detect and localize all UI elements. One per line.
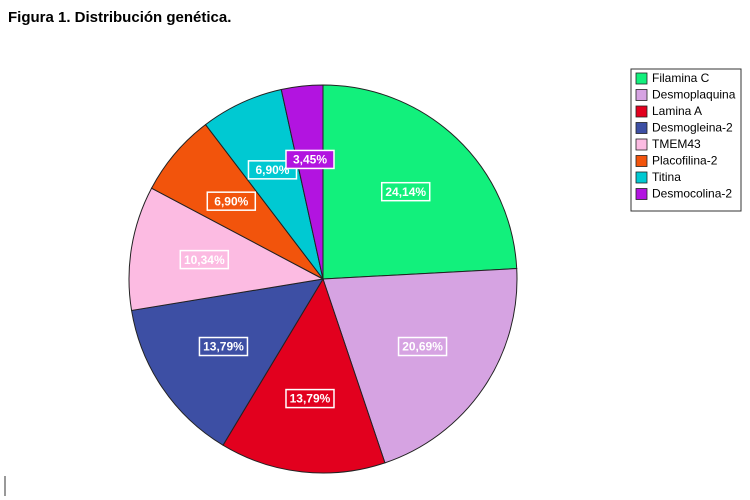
value-label-box xyxy=(206,191,257,211)
value-label: 20,69% xyxy=(402,340,443,354)
legend-label: Desmocolina-2 xyxy=(652,187,732,201)
value-label-box xyxy=(285,388,335,409)
legend-label: Desmoplaquina xyxy=(652,88,736,102)
legend-label: Placofilina-2 xyxy=(652,154,718,168)
value-label: 6,90% xyxy=(255,163,289,177)
value-label: 13,79% xyxy=(290,392,331,406)
pie-slice xyxy=(222,277,386,474)
pie-slice xyxy=(128,187,325,312)
legend-label: Desmogleina-2 xyxy=(652,121,733,135)
value-label: 24,14% xyxy=(385,185,426,199)
chart-title: Figura 1. Distribución genética. xyxy=(8,9,231,26)
legend-swatch xyxy=(635,105,648,118)
value-label-box xyxy=(380,181,431,202)
value-label-box xyxy=(247,160,298,180)
legend-swatch xyxy=(635,155,648,167)
legend-label: TMEM43 xyxy=(652,137,701,151)
legend-swatch xyxy=(635,72,648,85)
legend-swatch xyxy=(635,138,648,151)
legend-label: Filamina C xyxy=(652,71,710,85)
value-label: 3,45% xyxy=(293,153,327,167)
legend-label: Titina xyxy=(652,170,681,184)
legend-box xyxy=(630,68,742,212)
value-label: 13,79% xyxy=(203,340,244,354)
legend-label: Lamina A xyxy=(652,104,702,118)
value-label: 6,90% xyxy=(214,194,248,208)
pie-slice xyxy=(280,84,324,280)
legend-swatch xyxy=(635,171,648,184)
legend-swatch xyxy=(635,122,648,134)
pie-slice xyxy=(322,267,518,464)
pie-slice xyxy=(130,278,324,446)
value-label-box xyxy=(198,336,249,357)
legend-swatch xyxy=(635,188,648,200)
value-label: 10,34% xyxy=(184,253,225,267)
value-label-box xyxy=(285,149,335,170)
value-label-box xyxy=(179,249,230,270)
value-label-box xyxy=(397,336,448,357)
legend-swatch xyxy=(635,89,648,101)
